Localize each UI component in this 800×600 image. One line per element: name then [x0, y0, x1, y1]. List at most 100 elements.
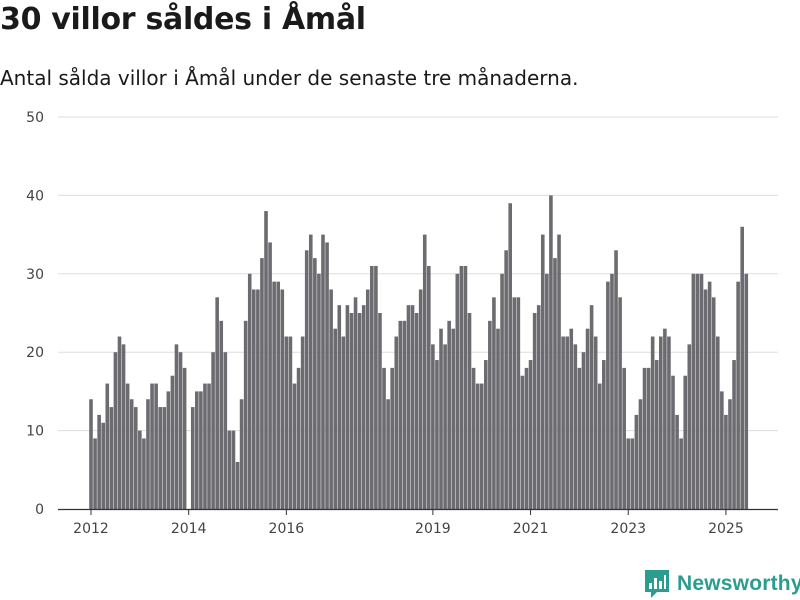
bar	[711, 297, 716, 509]
bar	[508, 203, 513, 510]
bar	[288, 336, 293, 509]
newsworthy-logo[interactable]: Newsworthy	[645, 570, 800, 598]
bar	[593, 336, 598, 509]
bar	[642, 367, 647, 509]
bar	[223, 352, 228, 509]
x-tick-label: 2023	[610, 521, 646, 537]
bar	[561, 336, 565, 509]
bar	[219, 320, 224, 509]
bar	[296, 367, 301, 509]
bar	[630, 438, 635, 509]
bar	[235, 461, 240, 509]
bar	[341, 336, 346, 509]
bar	[190, 407, 195, 509]
x-tick-label: 2019	[415, 521, 451, 537]
bar	[247, 273, 252, 509]
bar	[447, 320, 451, 509]
data-label: 30	[754, 0, 776, 5]
bar	[313, 258, 317, 509]
bar	[215, 297, 219, 509]
bar	[113, 352, 118, 509]
bar	[589, 305, 594, 509]
bar	[545, 273, 549, 509]
bar	[117, 336, 122, 509]
bar	[138, 430, 142, 509]
bar	[699, 273, 704, 509]
bar	[724, 414, 728, 509]
bar	[133, 407, 138, 509]
bar	[577, 367, 582, 509]
bar	[720, 391, 724, 509]
x-tick-label: 2025	[708, 521, 744, 537]
bar	[728, 399, 732, 509]
bar	[353, 297, 358, 509]
y-tick-label: 30	[26, 267, 44, 283]
bar	[557, 234, 561, 509]
bar	[252, 289, 256, 509]
bar	[382, 367, 386, 509]
bar	[483, 360, 488, 509]
bar	[105, 383, 110, 509]
bar	[325, 242, 329, 509]
bar	[610, 273, 614, 509]
bar	[581, 352, 586, 509]
bar	[93, 438, 97, 509]
bar	[504, 250, 508, 509]
bar	[146, 399, 150, 509]
bar	[565, 336, 569, 509]
bar	[121, 344, 126, 509]
bar	[227, 430, 232, 509]
bar	[170, 375, 175, 509]
bar	[488, 320, 492, 509]
bars	[89, 195, 749, 510]
bar	[516, 297, 521, 509]
bar	[475, 383, 480, 509]
bar	[178, 352, 183, 509]
bar	[199, 391, 203, 509]
bar	[606, 281, 610, 509]
bar	[443, 344, 447, 509]
bar	[703, 289, 708, 509]
bar	[166, 391, 171, 509]
bar	[695, 273, 700, 509]
bar	[394, 336, 399, 509]
bar	[300, 336, 305, 509]
bar	[671, 375, 675, 509]
bar	[386, 399, 390, 509]
bar	[467, 313, 472, 509]
bar	[272, 281, 276, 509]
bar	[378, 313, 382, 509]
bar	[549, 195, 553, 509]
bar	[744, 273, 749, 509]
bar	[203, 383, 207, 509]
bar	[349, 313, 354, 509]
data-label-background	[748, 0, 775, 19]
bar	[158, 407, 162, 509]
bar	[512, 297, 517, 509]
bar	[736, 281, 740, 509]
bar	[89, 399, 93, 509]
bar	[276, 281, 281, 509]
bar	[260, 258, 264, 509]
x-tick-label: 2021	[513, 521, 549, 537]
bar	[231, 430, 236, 509]
bar	[524, 367, 529, 509]
bar	[422, 234, 427, 509]
bar	[667, 336, 671, 509]
bar	[691, 273, 696, 509]
bar	[207, 383, 211, 509]
bar	[536, 305, 541, 509]
bar	[390, 367, 394, 509]
bar	[427, 265, 431, 509]
bar	[97, 414, 101, 509]
bar	[398, 320, 403, 509]
bar	[402, 320, 407, 509]
bar	[659, 336, 663, 509]
bar	[634, 414, 639, 509]
bar	[650, 336, 655, 509]
bar	[162, 407, 167, 509]
chart-subtitle: Antal sålda villor i Åmål under de senas…	[0, 66, 579, 90]
bar	[626, 438, 631, 509]
bar	[418, 289, 423, 509]
y-tick-label: 10	[26, 424, 44, 440]
